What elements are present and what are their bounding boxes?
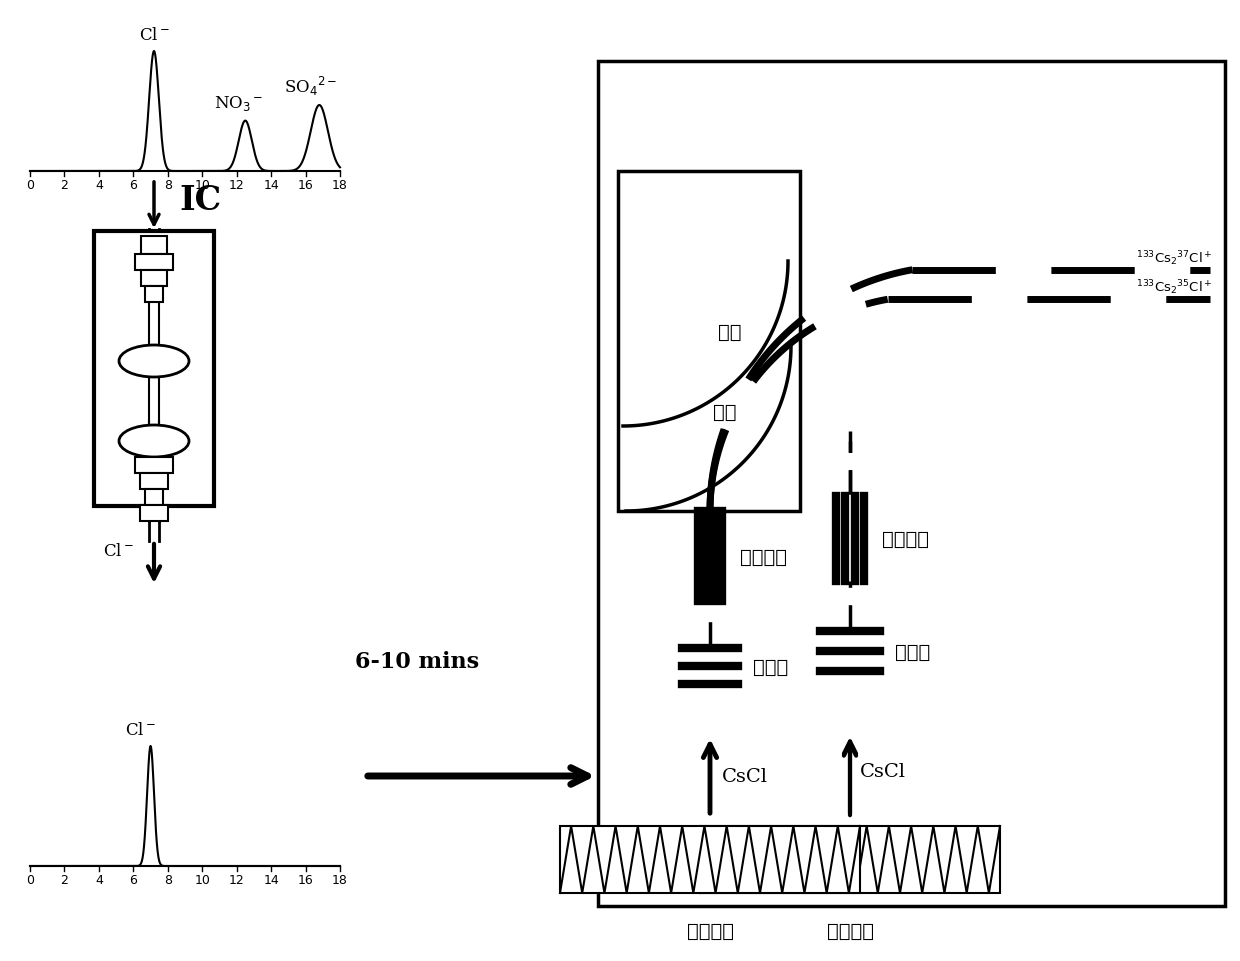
Text: 16: 16 xyxy=(298,874,314,886)
Bar xyxy=(135,457,174,474)
Bar xyxy=(618,172,800,511)
Ellipse shape xyxy=(119,346,188,378)
Ellipse shape xyxy=(119,426,188,457)
Bar xyxy=(598,62,1225,906)
Text: Cl$^-$: Cl$^-$ xyxy=(139,27,170,43)
Text: 12: 12 xyxy=(229,179,244,192)
Text: 10: 10 xyxy=(195,179,210,192)
Text: 辞型树脂: 辞型树脂 xyxy=(827,921,873,940)
Text: 4: 4 xyxy=(95,874,103,886)
Text: 磁场: 磁场 xyxy=(713,402,737,421)
Text: NO$_3$$^-$: NO$_3$$^-$ xyxy=(213,94,263,113)
Text: 0: 0 xyxy=(26,874,33,886)
Text: CsCl: CsCl xyxy=(861,762,906,780)
Text: 辞型树脂: 辞型树脂 xyxy=(687,921,734,940)
Text: 16: 16 xyxy=(298,179,314,192)
Bar xyxy=(145,489,162,505)
Text: 6: 6 xyxy=(129,874,138,886)
Bar xyxy=(140,505,167,522)
Text: $^{133}$Cs$_2$$^{35}$Cl$^+$: $^{133}$Cs$_2$$^{35}$Cl$^+$ xyxy=(1136,279,1213,297)
Bar xyxy=(701,826,999,893)
Bar xyxy=(94,232,215,506)
Bar xyxy=(141,271,167,286)
Text: 6-10 mins: 6-10 mins xyxy=(355,651,479,673)
Text: 6: 6 xyxy=(129,179,138,192)
Bar xyxy=(145,286,162,303)
Text: Cl$^-$: Cl$^-$ xyxy=(103,543,134,560)
Text: 离子源: 离子源 xyxy=(895,642,930,661)
Text: 磁场: 磁场 xyxy=(718,322,742,341)
Bar xyxy=(140,474,167,489)
Text: 12: 12 xyxy=(229,874,244,886)
Text: 离子源: 离子源 xyxy=(753,656,789,676)
Text: 8: 8 xyxy=(164,874,172,886)
Text: 4: 4 xyxy=(95,179,103,192)
Text: 2: 2 xyxy=(61,874,68,886)
Text: 14: 14 xyxy=(263,179,279,192)
Text: 18: 18 xyxy=(332,874,348,886)
Bar xyxy=(560,826,861,893)
Text: 加速电場: 加速电場 xyxy=(882,530,929,549)
Bar xyxy=(141,236,167,255)
Text: 0: 0 xyxy=(26,179,33,192)
Text: 14: 14 xyxy=(263,874,279,886)
Text: 加速电場: 加速电場 xyxy=(740,547,787,566)
Text: $^{133}$Cs$_2$$^{37}$Cl$^+$: $^{133}$Cs$_2$$^{37}$Cl$^+$ xyxy=(1136,249,1213,267)
Text: SO$_4$$^{2-}$: SO$_4$$^{2-}$ xyxy=(284,74,337,97)
Text: 10: 10 xyxy=(195,874,210,886)
Text: CsCl: CsCl xyxy=(722,767,768,785)
Text: 18: 18 xyxy=(332,179,348,192)
Bar xyxy=(135,255,174,271)
Text: Cl$^-$: Cl$^-$ xyxy=(125,721,156,738)
Bar xyxy=(618,172,800,431)
Text: 2: 2 xyxy=(61,179,68,192)
Text: 8: 8 xyxy=(164,179,172,192)
Text: IC: IC xyxy=(179,185,221,217)
